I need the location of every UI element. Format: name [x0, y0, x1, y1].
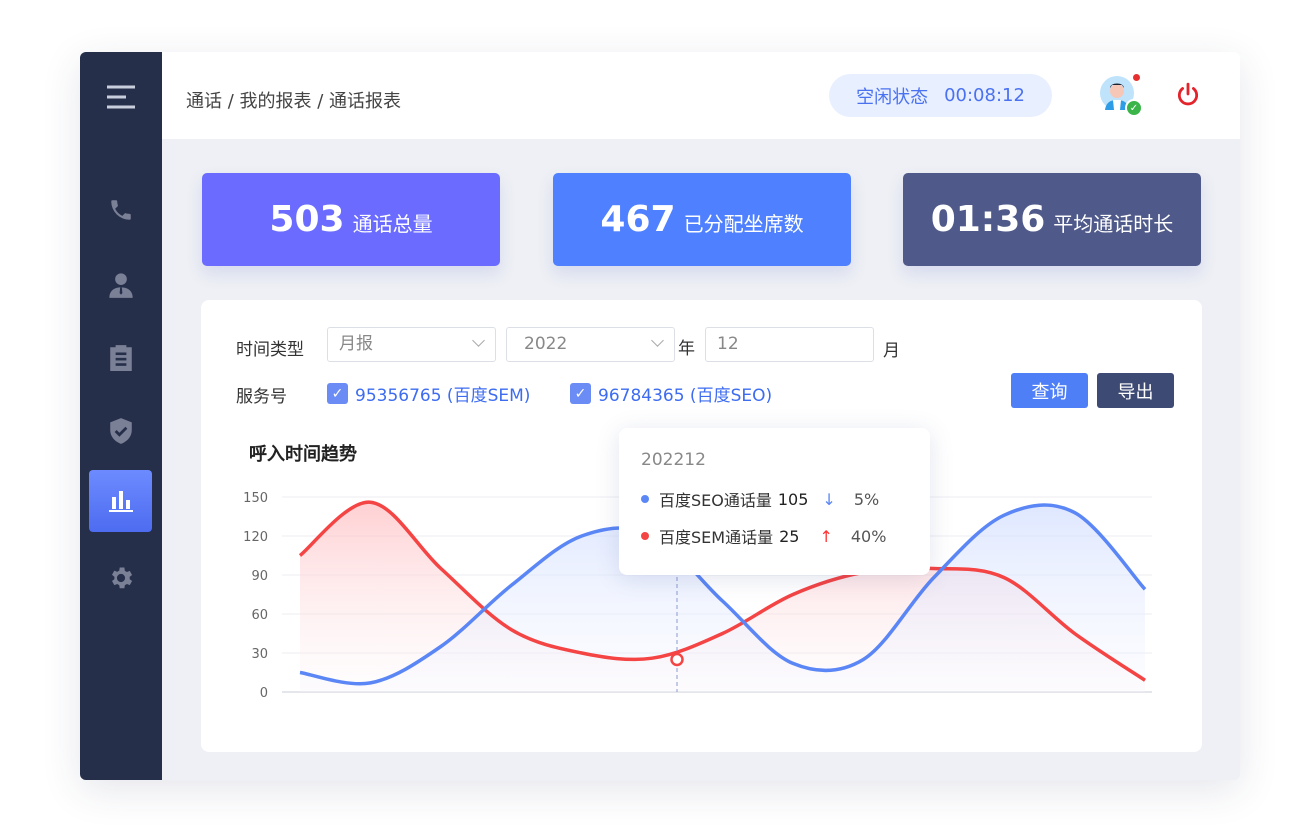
avatar[interactable]: ✓ — [1100, 74, 1143, 117]
sidebar — [80, 52, 162, 780]
series-value: 25 — [779, 526, 800, 546]
tooltip-title: 202212 — [641, 450, 706, 470]
status-badge[interactable]: 空闲状态 00:08:12 — [829, 74, 1052, 117]
series-name: 百度SEO通话量 — [659, 491, 772, 510]
hover-point-sem[interactable] — [670, 652, 684, 667]
checkbox-checked-icon: ✓ — [327, 383, 348, 404]
arrow-down-icon: ↓ — [822, 489, 836, 509]
tooltip-row-sem: 百度SEM通话量 25 ↑ 40% — [641, 524, 886, 548]
arrow-up-icon: ↑ — [819, 526, 833, 546]
stat-value: 01:36 — [930, 199, 1046, 240]
clipboard-icon[interactable] — [89, 326, 152, 388]
series-change: 40% — [850, 526, 887, 546]
shield-icon[interactable] — [89, 400, 152, 462]
chart-tooltip: 202212 百度SEO通话量 105 ↓ 5% 百度SEM通话量 25 ↑ 40% — [619, 428, 930, 575]
stat-card-agents: 467 已分配坐席数 — [553, 173, 851, 266]
series-value: 105 — [777, 489, 809, 509]
time-type-select[interactable]: 月报 — [327, 327, 496, 362]
stat-value: 503 — [269, 199, 345, 240]
service-name: 96784365 (百度SEO) — [598, 386, 773, 406]
status-timer: 00:08:12 — [944, 85, 1025, 106]
chart-title: 呼入时间趋势 — [249, 444, 357, 465]
service-name: 95356765 (百度SEM) — [355, 386, 531, 406]
user-icon[interactable] — [89, 254, 152, 316]
year-select[interactable]: 2022 — [506, 327, 675, 362]
menu-icon[interactable] — [89, 66, 152, 128]
service-label: 服务号 — [236, 387, 287, 407]
y-tick-label: 90 — [251, 569, 268, 584]
stat-label: 已分配坐席数 — [683, 212, 804, 236]
header: 通话 / 我的报表 / 通话报表 空闲状态 00:08:12 ✓ — [162, 52, 1240, 139]
online-check-icon: ✓ — [1125, 99, 1143, 117]
legend-dot — [641, 495, 649, 503]
series-line — [299, 503, 1147, 686]
month-value: 12 — [717, 334, 739, 354]
stat-card-avg-duration: 01:36 平均通话时长 — [903, 173, 1201, 266]
month-input[interactable]: 12 — [705, 327, 874, 362]
export-button[interactable]: 导出 — [1097, 373, 1174, 408]
legend-dot — [641, 532, 649, 540]
series-line — [298, 500, 1146, 682]
series-area — [300, 505, 1145, 692]
service-checkbox-seo[interactable]: ✓ 96784365 (百度SEO) — [570, 381, 772, 406]
series-name: 百度SEM通话量 — [659, 528, 774, 547]
y-tick-label: 0 — [260, 686, 268, 701]
year-suffix: 年 — [678, 339, 695, 359]
stat-label: 平均通话时长 — [1053, 212, 1174, 236]
time-type-value: 月报 — [339, 334, 373, 354]
power-icon[interactable] — [1175, 82, 1201, 112]
notification-dot — [1133, 74, 1140, 81]
phone-icon[interactable] — [89, 179, 152, 241]
query-button[interactable]: 查询 — [1011, 373, 1088, 408]
tooltip-row-seo: 百度SEO通话量 105 ↓ 5% — [641, 487, 879, 511]
year-value: 2022 — [524, 334, 568, 354]
month-suffix: 月 — [883, 341, 900, 361]
y-tick-label: 30 — [251, 647, 268, 662]
service-checkbox-sem[interactable]: ✓ 95356765 (百度SEM) — [327, 381, 530, 406]
stat-value: 467 — [600, 199, 676, 240]
time-type-label: 时间类型 — [236, 340, 304, 360]
chart-icon[interactable] — [89, 470, 152, 532]
series-change: 5% — [853, 489, 880, 509]
checkbox-checked-icon: ✓ — [570, 383, 591, 404]
breadcrumb: 通话 / 我的报表 / 通话报表 — [186, 91, 402, 112]
y-tick-label: 60 — [251, 608, 268, 623]
y-tick-label: 150 — [243, 491, 268, 506]
status-label: 空闲状态 — [856, 86, 929, 108]
y-tick-label: 120 — [243, 530, 268, 545]
gear-icon[interactable] — [89, 547, 152, 609]
stat-card-total-calls: 503 通话总量 — [202, 173, 500, 266]
stat-label: 通话总量 — [352, 212, 433, 236]
